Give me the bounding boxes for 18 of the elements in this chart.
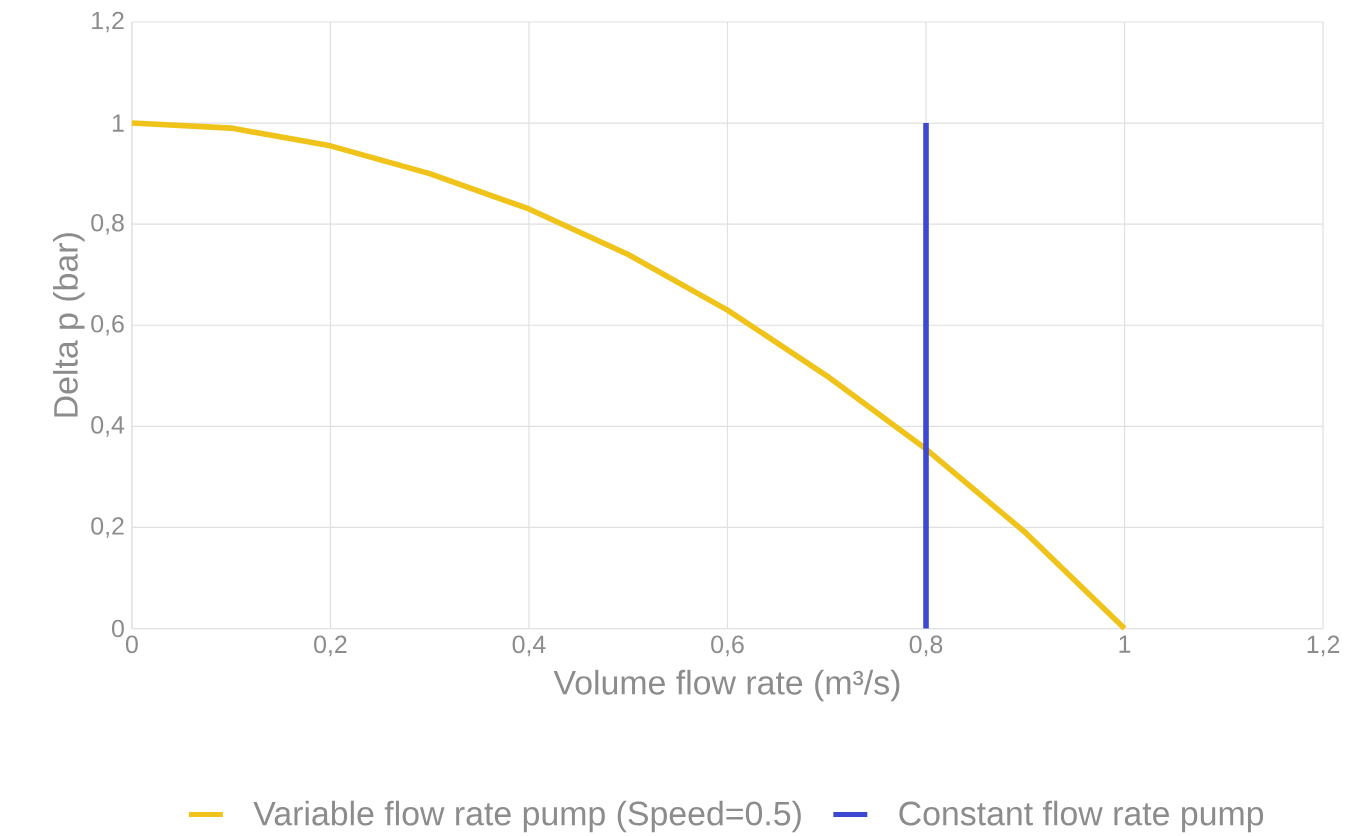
- y-tick-label: 0: [112, 619, 124, 638]
- y-tick-label: 1: [112, 114, 124, 132]
- y-tick-label: 0,4: [91, 416, 125, 437]
- x-tick-label: 0,2: [314, 635, 347, 657]
- x-tick-label: 1,2: [1307, 635, 1340, 657]
- legend-label: Constant flow rate pump: [899, 800, 1264, 833]
- y-tick-label: 0,6: [91, 314, 124, 336]
- x-tick-label: 0,4: [512, 635, 546, 657]
- x-axis-title: Volume flow rate (m³/s): [553, 669, 900, 702]
- x-tick-label: 1: [1119, 635, 1131, 653]
- y-tick-label: 0,2: [91, 517, 124, 538]
- x-tick-label: 0: [125, 635, 138, 654]
- legend-label: Variable flow rate pump (Speed=0.5): [253, 800, 801, 833]
- y-axis-title: Delta p (bar): [53, 233, 85, 417]
- y-tick-label: 0,8: [91, 213, 124, 235]
- y-tick-label: 1,2: [92, 11, 124, 33]
- x-tick-label: 0,6: [711, 635, 744, 657]
- x-tick-label: 0,8: [909, 635, 943, 657]
